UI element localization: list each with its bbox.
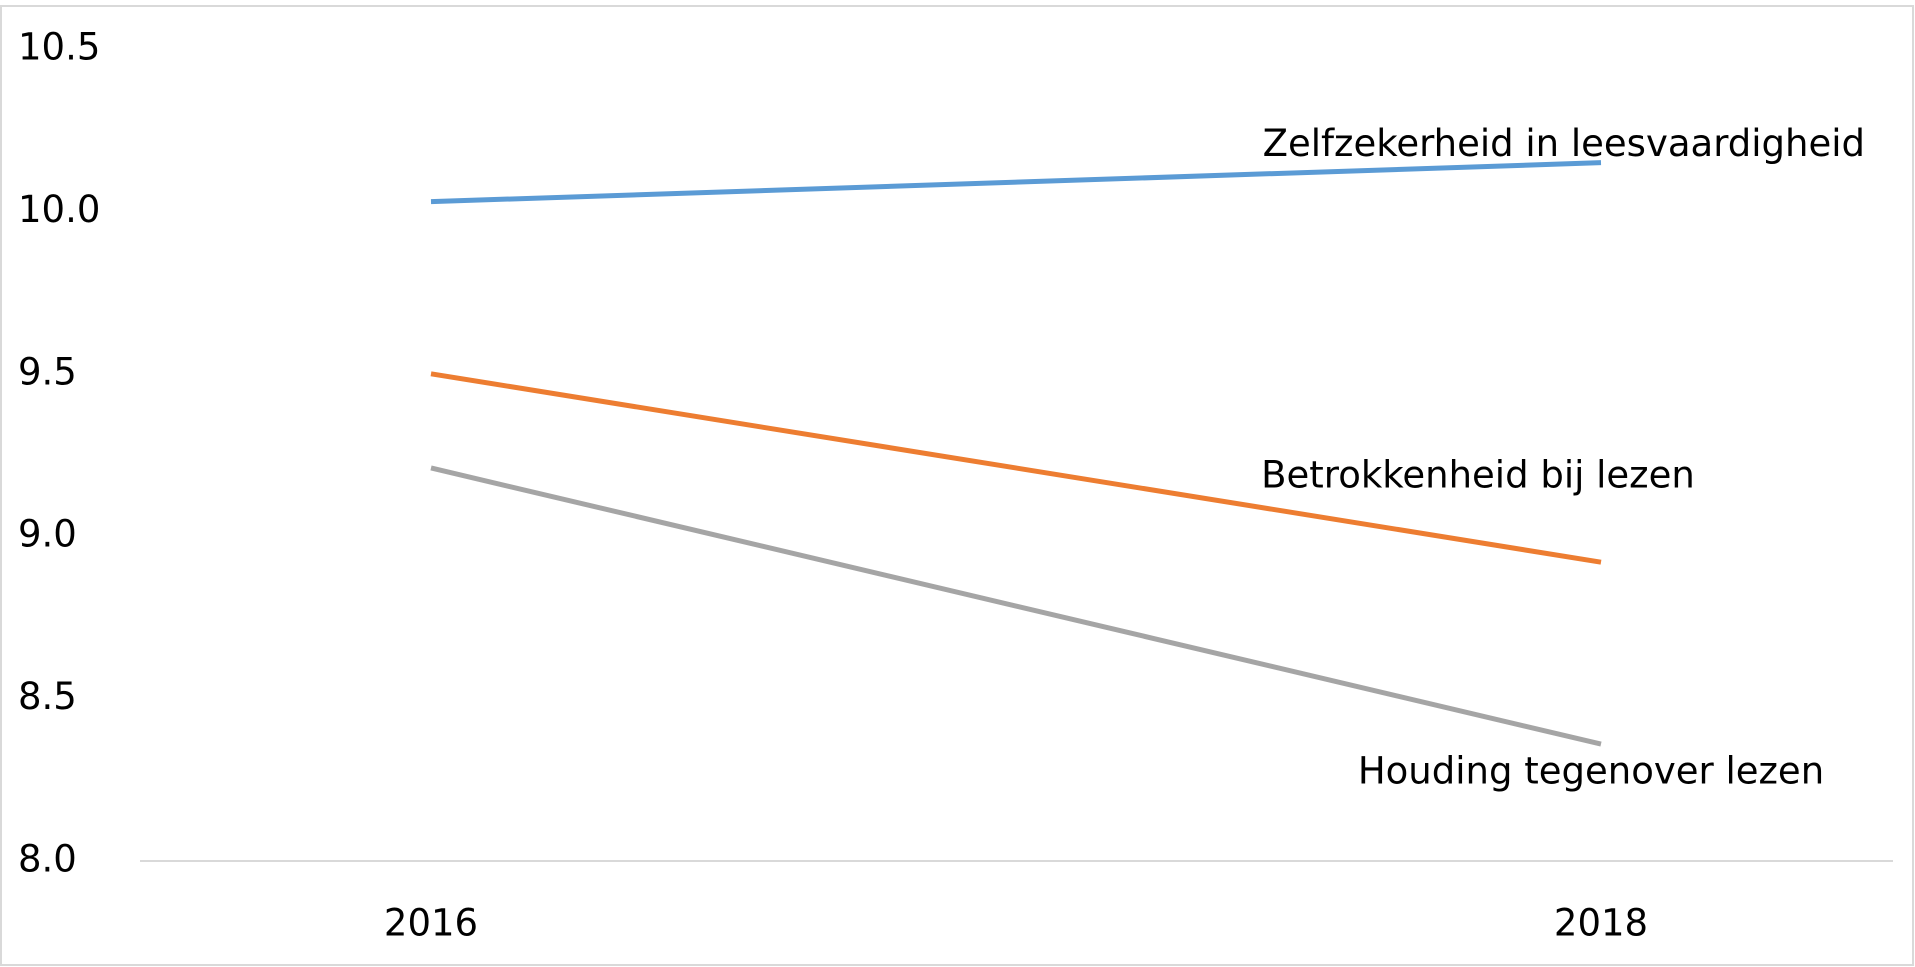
chart-border	[0, 5, 1914, 966]
y-tick-label: 9.5	[18, 350, 77, 393]
series-line	[430, 465, 1602, 747]
y-tick-label: 8.5	[18, 675, 77, 718]
x-tick-label: 2018	[1554, 902, 1648, 945]
y-tick-label: 8.0	[18, 838, 77, 881]
y-tick-label: 10.0	[18, 188, 100, 231]
series-label: Betrokkenheid bij lezen	[1261, 454, 1695, 497]
series-line	[430, 371, 1602, 565]
y-tick-label: 10.5	[18, 26, 100, 69]
x-tick-label: 2016	[384, 902, 478, 945]
series-label: Zelfzekerheid in leesvaardigheid	[1263, 122, 1865, 165]
series-label: Houding tegenover lezen	[1358, 750, 1824, 793]
series-line	[430, 160, 1602, 205]
y-tick-label: 9.0	[18, 513, 77, 556]
